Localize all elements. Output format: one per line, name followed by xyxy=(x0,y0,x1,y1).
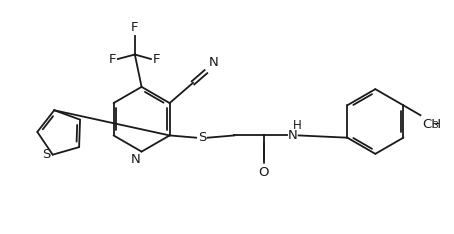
Text: N: N xyxy=(209,56,218,69)
Text: N: N xyxy=(288,129,298,142)
Text: N: N xyxy=(130,153,140,165)
Text: 3: 3 xyxy=(432,121,438,130)
Text: H: H xyxy=(293,119,302,132)
Text: S: S xyxy=(43,148,51,161)
Text: F: F xyxy=(131,21,138,34)
Text: F: F xyxy=(153,52,160,66)
Text: F: F xyxy=(109,52,116,66)
Text: CH: CH xyxy=(422,118,441,131)
Text: S: S xyxy=(198,131,206,144)
Text: O: O xyxy=(258,166,269,179)
